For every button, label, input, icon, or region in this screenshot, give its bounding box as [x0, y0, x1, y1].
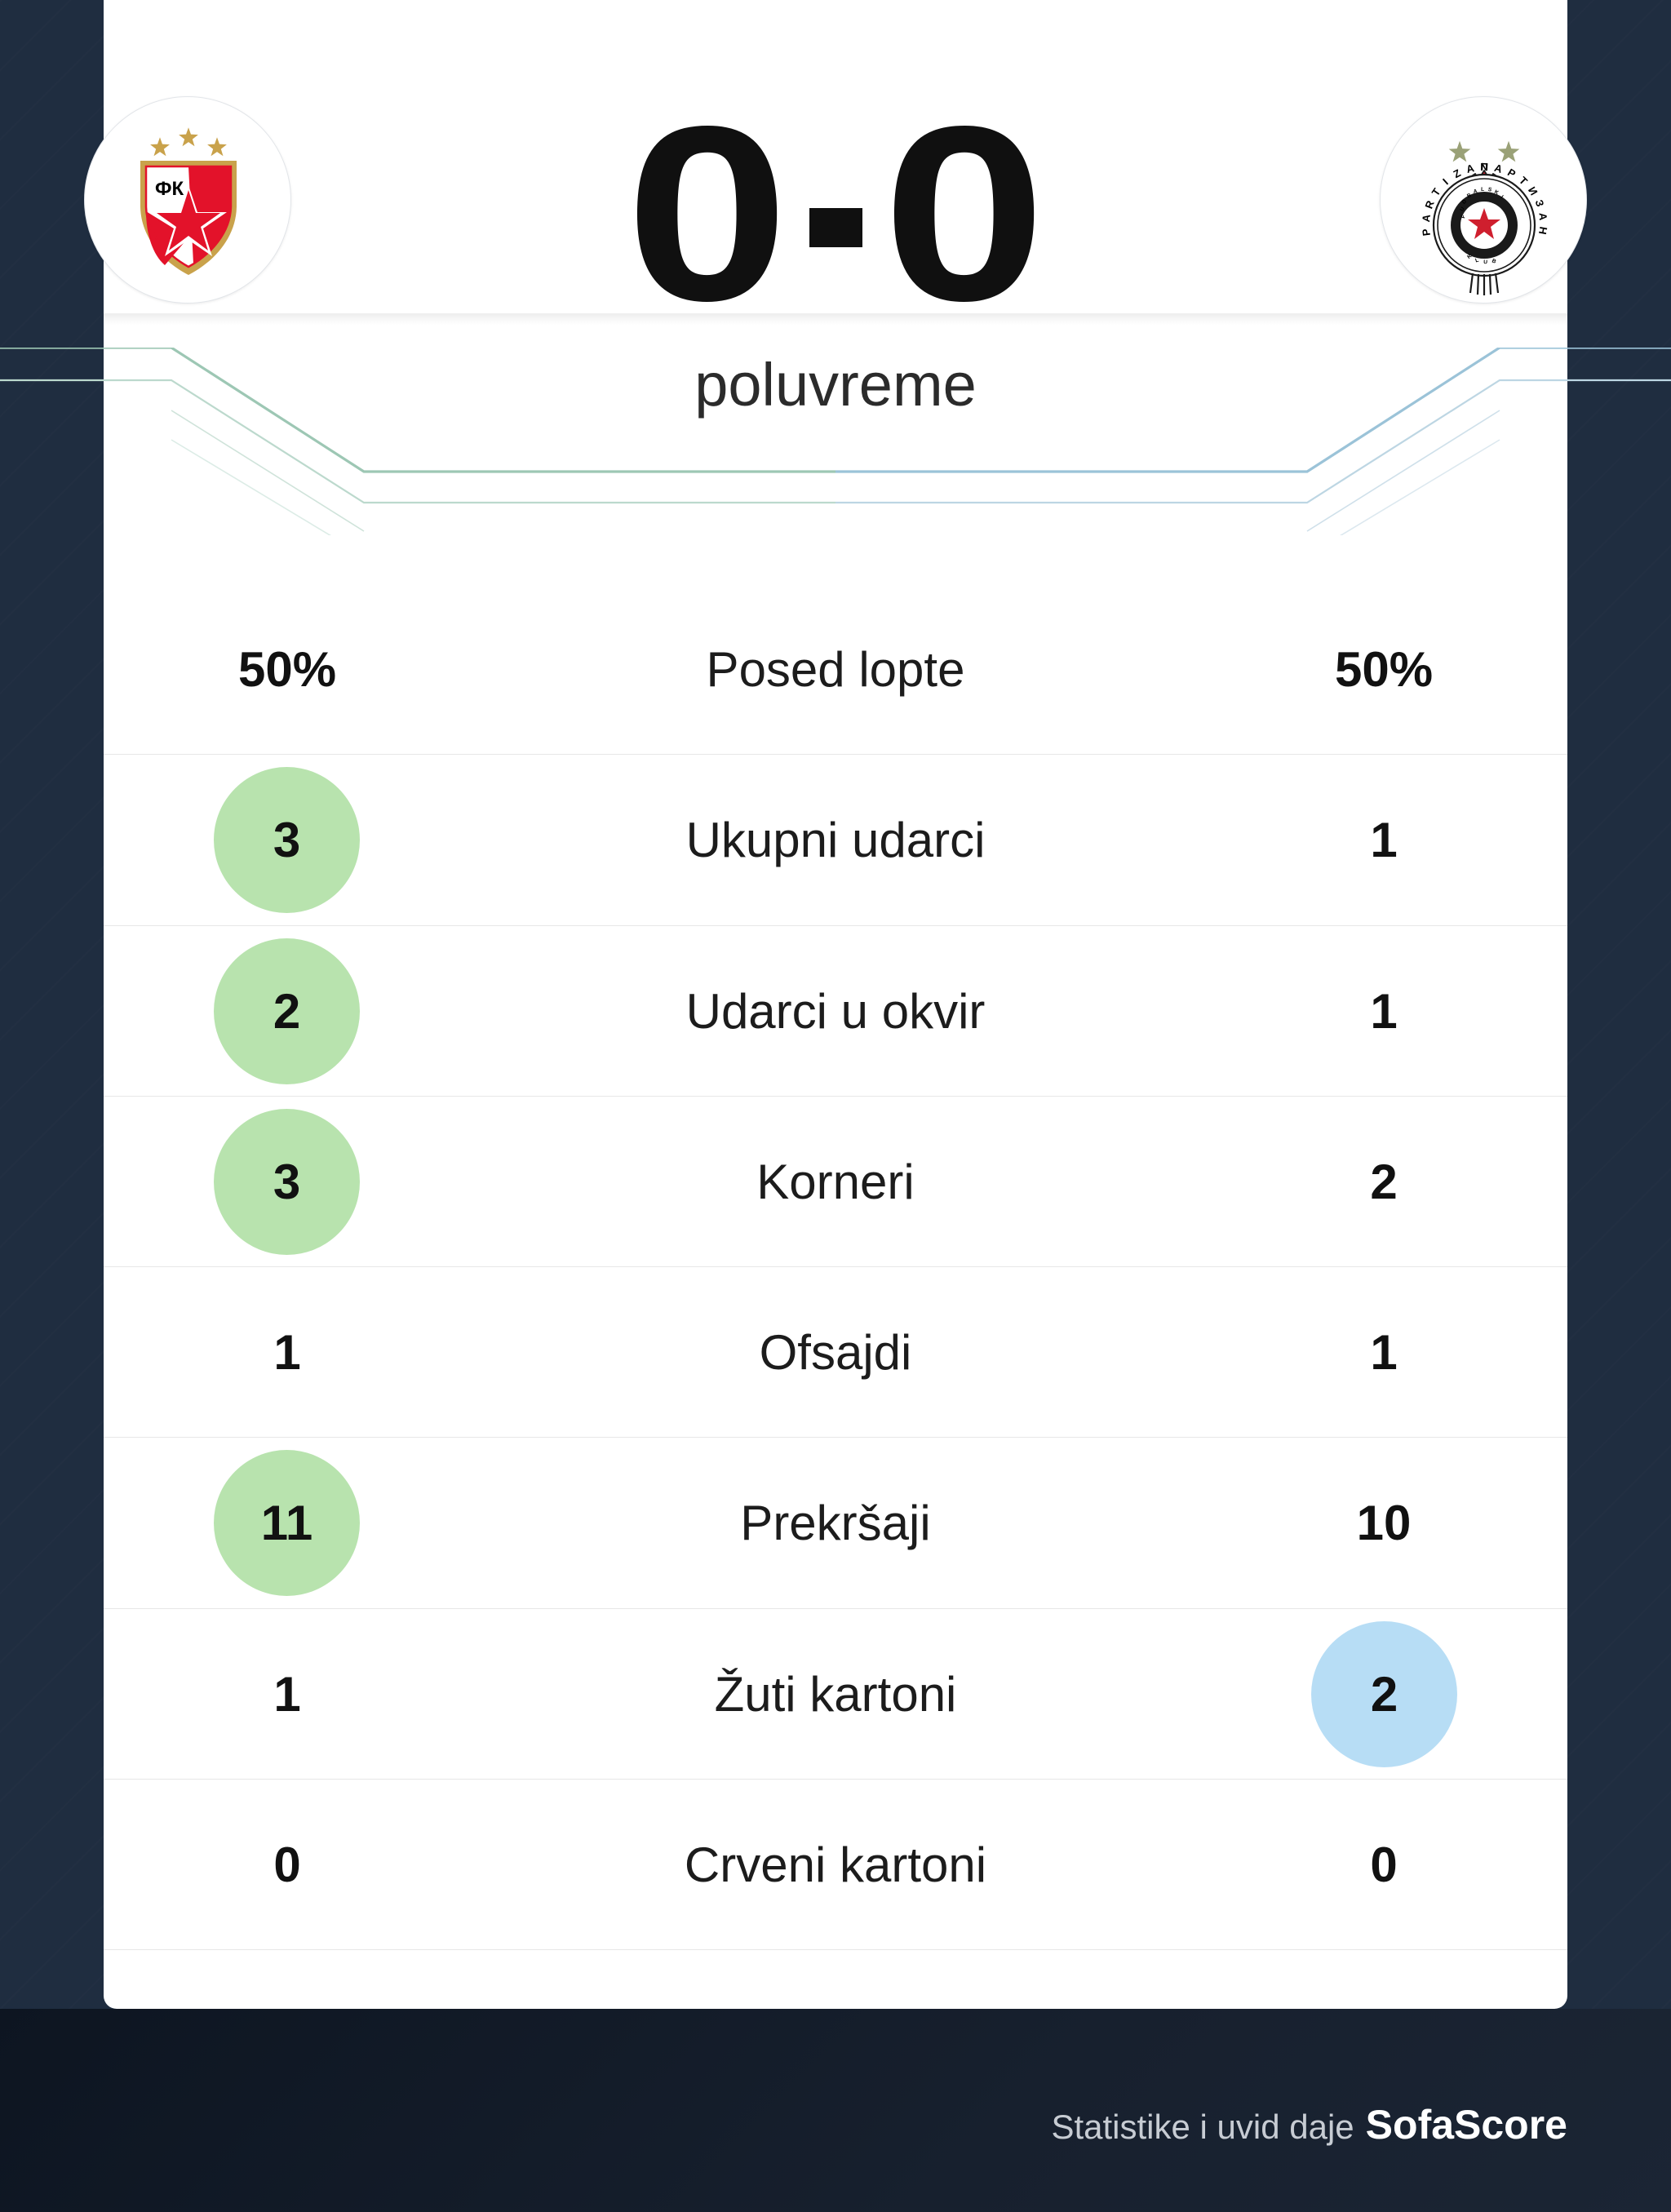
svg-text:A: A — [1420, 213, 1433, 223]
svg-text:Р: Р — [1505, 166, 1518, 180]
svg-text:ФК: ФК — [155, 178, 184, 200]
svg-text:I: I — [1440, 176, 1451, 188]
svg-text:P: P — [1420, 228, 1433, 237]
svg-text:П: П — [1480, 161, 1488, 174]
svg-text:A: A — [1465, 162, 1475, 175]
svg-text:А: А — [1493, 162, 1505, 175]
svg-text:U: U — [1483, 259, 1487, 265]
svg-text:А: А — [1536, 212, 1549, 221]
svg-text:З: З — [1533, 198, 1547, 208]
svg-text:R: R — [1422, 198, 1437, 211]
svg-text:И: И — [1526, 184, 1540, 197]
svg-text:L: L — [1481, 187, 1484, 193]
svg-text:T: T — [1429, 186, 1443, 198]
svg-text:Z: Z — [1452, 166, 1463, 180]
svg-text:Т: Т — [1517, 174, 1530, 187]
svg-text:Н: Н — [1536, 226, 1549, 236]
